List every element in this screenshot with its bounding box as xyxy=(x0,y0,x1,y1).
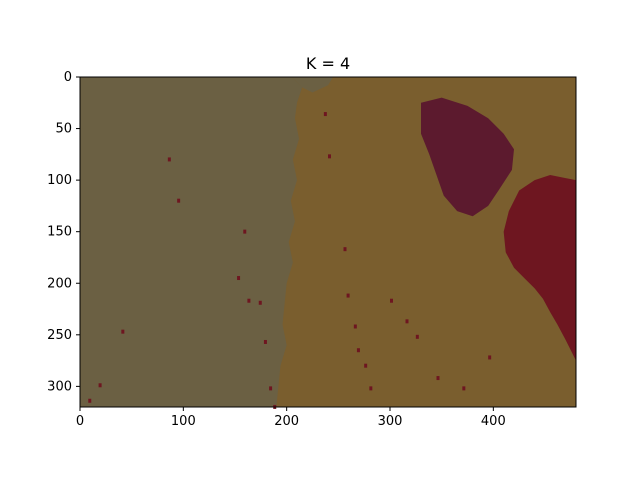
speck-4 xyxy=(263,339,267,344)
speck-19 xyxy=(488,355,492,360)
axes-frame xyxy=(79,76,577,408)
y-tick-label: 0 xyxy=(64,70,72,85)
speck-9 xyxy=(346,293,350,298)
y-tick-label: 300 xyxy=(47,379,72,394)
speck-15 xyxy=(405,319,409,324)
cluster-1-notch xyxy=(291,77,334,93)
y-tick-label: 250 xyxy=(47,328,72,343)
speck-17 xyxy=(436,376,440,381)
segmented-image xyxy=(80,77,576,409)
x-tick-label: 400 xyxy=(481,414,506,429)
speck-5 xyxy=(269,386,273,391)
speck-12 xyxy=(364,363,368,368)
y-tick-label: 100 xyxy=(47,173,72,188)
speck-18 xyxy=(462,386,466,391)
speck-21 xyxy=(177,198,181,203)
speck-22 xyxy=(121,329,125,334)
y-tick-label: 200 xyxy=(47,276,72,291)
speck-11 xyxy=(356,348,360,353)
speck-10 xyxy=(353,324,357,329)
x-tick-label: 200 xyxy=(274,414,299,429)
speck-8 xyxy=(343,247,347,252)
speck-14 xyxy=(390,298,393,303)
chart-title: K = 4 xyxy=(306,54,350,73)
speck-3 xyxy=(258,300,262,305)
x-tick-label: 100 xyxy=(171,414,196,429)
y-axis: 0 50 100 150 200 250 300 xyxy=(47,70,80,394)
speck-20 xyxy=(167,157,171,162)
speck-0 xyxy=(243,229,247,234)
speck-7 xyxy=(328,154,331,159)
cluster-3-region xyxy=(503,174,576,361)
plot-area xyxy=(79,76,577,409)
x-tick-label: 0 xyxy=(76,414,84,429)
speck-23 xyxy=(98,383,102,388)
x-tick-label: 300 xyxy=(378,414,403,429)
speck-1 xyxy=(237,276,241,281)
speck-2 xyxy=(247,298,251,303)
y-tick-label: 150 xyxy=(47,225,72,240)
cluster-4-region xyxy=(421,97,514,217)
x-axis: 0 100 200 300 400 xyxy=(76,407,506,429)
speck-13 xyxy=(369,386,373,391)
y-tick-label: 50 xyxy=(55,122,72,137)
speck-16 xyxy=(415,334,419,339)
speck-24 xyxy=(88,398,92,403)
speck-25 xyxy=(323,112,327,117)
